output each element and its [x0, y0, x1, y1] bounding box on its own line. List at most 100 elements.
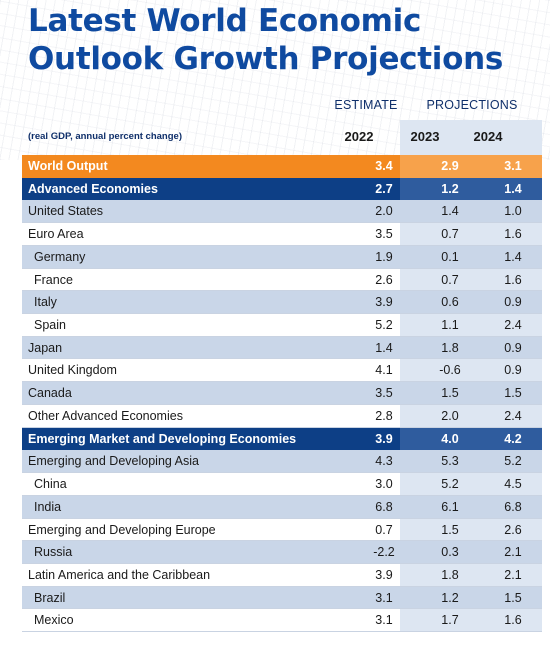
value-2024: 2.4 [504, 408, 522, 423]
value-2023: 1.8 [441, 567, 459, 582]
row-label: Emerging and Developing Asia [28, 454, 199, 469]
value-2024: 1.4 [504, 181, 522, 196]
value-2023: 1.4 [441, 204, 459, 219]
year-header-2024: 2024 [473, 129, 503, 144]
row-label: Mexico [34, 613, 74, 628]
row-label: India [34, 499, 62, 514]
value-2022: 2.0 [375, 204, 393, 219]
row-label: Canada [28, 386, 72, 401]
value-2022: 4.3 [375, 454, 393, 469]
table-row: Spain 5.2 1.1 2.4 [22, 314, 542, 337]
year-header-2023: 2023 [410, 129, 440, 144]
value-2022: 3.9 [375, 567, 393, 582]
projection-highlight [400, 177, 542, 201]
value-2024: 2.1 [504, 567, 522, 582]
value-2022: 6.8 [375, 499, 393, 514]
row-label: Euro Area [28, 227, 84, 242]
value-2023: 0.7 [441, 227, 459, 242]
value-2024: 6.8 [504, 499, 522, 514]
table-row: United States 2.0 1.4 1.0 [22, 200, 542, 224]
row-label: Germany [34, 249, 86, 264]
row-label: Russia [34, 545, 73, 560]
value-2022: -2.2 [373, 545, 395, 560]
value-2022: 3.0 [375, 477, 393, 492]
value-2022: 2.8 [375, 408, 393, 423]
page-title: Latest World Economic Outlook Growth Pro… [28, 3, 504, 77]
value-2024: 1.5 [504, 590, 522, 605]
row-label: Emerging and Developing Europe [28, 522, 216, 537]
value-2024: 2.1 [504, 545, 522, 560]
table-row: Advanced Economies 2.7 1.2 1.4 [22, 177, 542, 201]
table-row: Brazil 3.1 1.2 1.5 [22, 586, 542, 610]
value-2022: 5.2 [375, 318, 393, 333]
table-row: Germany 1.9 0.1 1.4 [22, 245, 542, 269]
value-2023: 0.7 [441, 272, 459, 287]
value-2024: 0.9 [504, 363, 522, 378]
value-2022: 3.1 [375, 590, 393, 605]
value-2023: 5.2 [441, 477, 459, 492]
value-2023: 0.1 [441, 249, 459, 264]
row-label: World Output [28, 159, 108, 173]
units-note: (real GDP, annual percent change) [28, 131, 182, 142]
row-label: Advanced Economies [28, 181, 158, 196]
row-label: Latin America and the Caribbean [28, 567, 211, 582]
value-2022: 3.9 [375, 431, 393, 446]
value-2022: 3.9 [375, 295, 393, 310]
value-2024: 2.4 [504, 318, 522, 333]
value-2023: 1.5 [441, 522, 459, 537]
row-label: Brazil [34, 590, 66, 605]
row-label: Japan [28, 340, 63, 355]
table-row: Russia -2.2 0.3 2.1 [22, 541, 542, 564]
row-label: Italy [34, 295, 57, 310]
projections-header: PROJECTIONS [426, 98, 518, 112]
table-row: United Kingdom 4.1 -0.6 0.9 [22, 359, 542, 383]
table-row: Latin America and the Caribbean 3.9 1.8 2.1 [22, 564, 542, 587]
value-2023: 1.5 [441, 386, 459, 401]
footer-mark [6, 636, 8, 643]
value-2024: 1.6 [504, 613, 522, 628]
value-2024: 3.1 [504, 159, 522, 173]
value-2022: 3.4 [375, 159, 393, 173]
value-2023: 6.1 [441, 499, 459, 514]
value-2022: 3.5 [375, 227, 393, 242]
table-row: Emerging and Developing Europe 0.7 1.5 2.6 [22, 519, 542, 542]
value-2023: 1.7 [441, 613, 459, 628]
table-row: Italy 3.9 0.6 0.9 [22, 291, 542, 315]
value-2023: 2.0 [441, 408, 459, 423]
value-2023: -0.6 [439, 363, 461, 378]
table-row: China 3.0 5.2 4.5 [22, 473, 542, 496]
value-2024: 0.9 [504, 295, 522, 310]
row-label: Other Advanced Economies [28, 408, 183, 423]
value-2022: 1.9 [375, 249, 393, 264]
value-2024: 5.2 [504, 454, 522, 469]
value-2024: 1.6 [504, 227, 522, 242]
table-row: Emerging Market and Developing Economies… [22, 427, 542, 451]
table-row: Euro Area 3.5 0.7 1.6 [22, 223, 542, 246]
table-row: Mexico 3.1 1.7 1.6 [22, 609, 542, 633]
value-2022: 4.1 [375, 363, 393, 378]
value-2024: 1.4 [504, 249, 522, 264]
value-2022: 2.7 [375, 181, 393, 196]
value-2023: 5.3 [441, 454, 459, 469]
estimate-header: ESTIMATE [334, 98, 398, 112]
value-2023: 0.3 [441, 545, 459, 560]
value-2024: 0.9 [504, 340, 522, 355]
row-label: United States [28, 204, 104, 219]
value-2024: 1.6 [504, 272, 522, 287]
value-2024: 4.5 [504, 477, 522, 492]
row-label: Spain [34, 318, 66, 333]
value-2023: 1.8 [441, 340, 459, 355]
value-2023: 4.0 [441, 431, 459, 446]
table-row: World Output 3.4 2.9 3.1 [22, 155, 542, 178]
table-row: Japan 1.4 1.8 0.9 [22, 336, 542, 360]
table-row: Emerging and Developing Asia 4.3 5.3 5.2 [22, 450, 542, 474]
projections-table: World Output 3.4 2.9 3.1 Advanced Economies 2… [22, 155, 542, 633]
row-label: China [34, 477, 67, 492]
table-row: France 2.6 0.7 1.6 [22, 269, 542, 292]
projection-highlight [400, 427, 542, 451]
value-2024: 2.6 [504, 522, 522, 537]
value-2024: 1.0 [504, 204, 522, 219]
value-2023: 1.2 [441, 181, 459, 196]
row-label: France [34, 272, 73, 287]
